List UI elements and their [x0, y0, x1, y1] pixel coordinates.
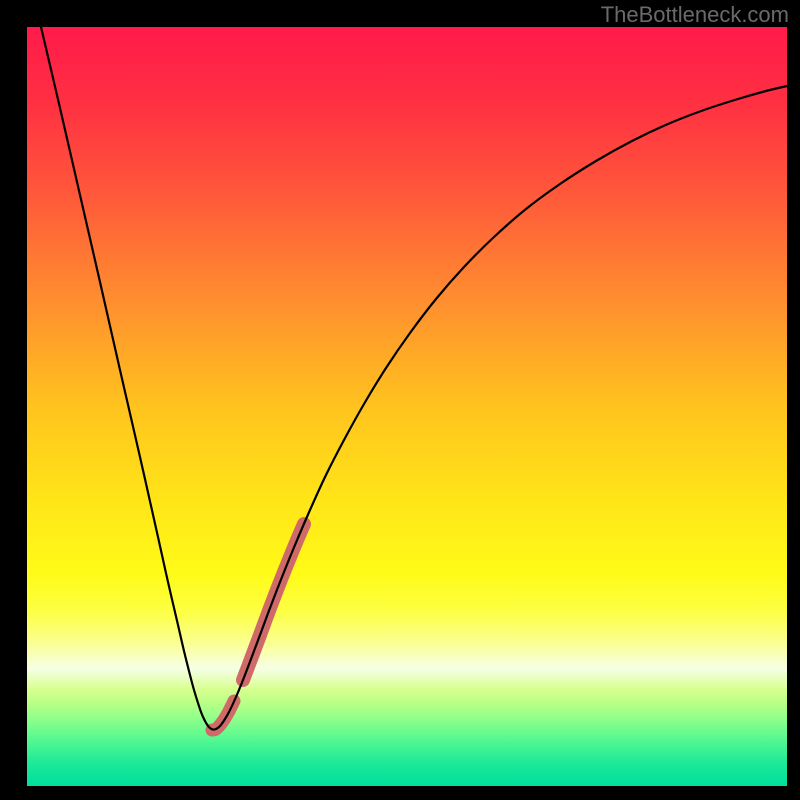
chart-svg [0, 0, 800, 800]
plot-gradient-background [27, 27, 787, 786]
chart-frame: TheBottleneck.com [0, 0, 800, 800]
watermark-text: TheBottleneck.com [601, 2, 789, 28]
